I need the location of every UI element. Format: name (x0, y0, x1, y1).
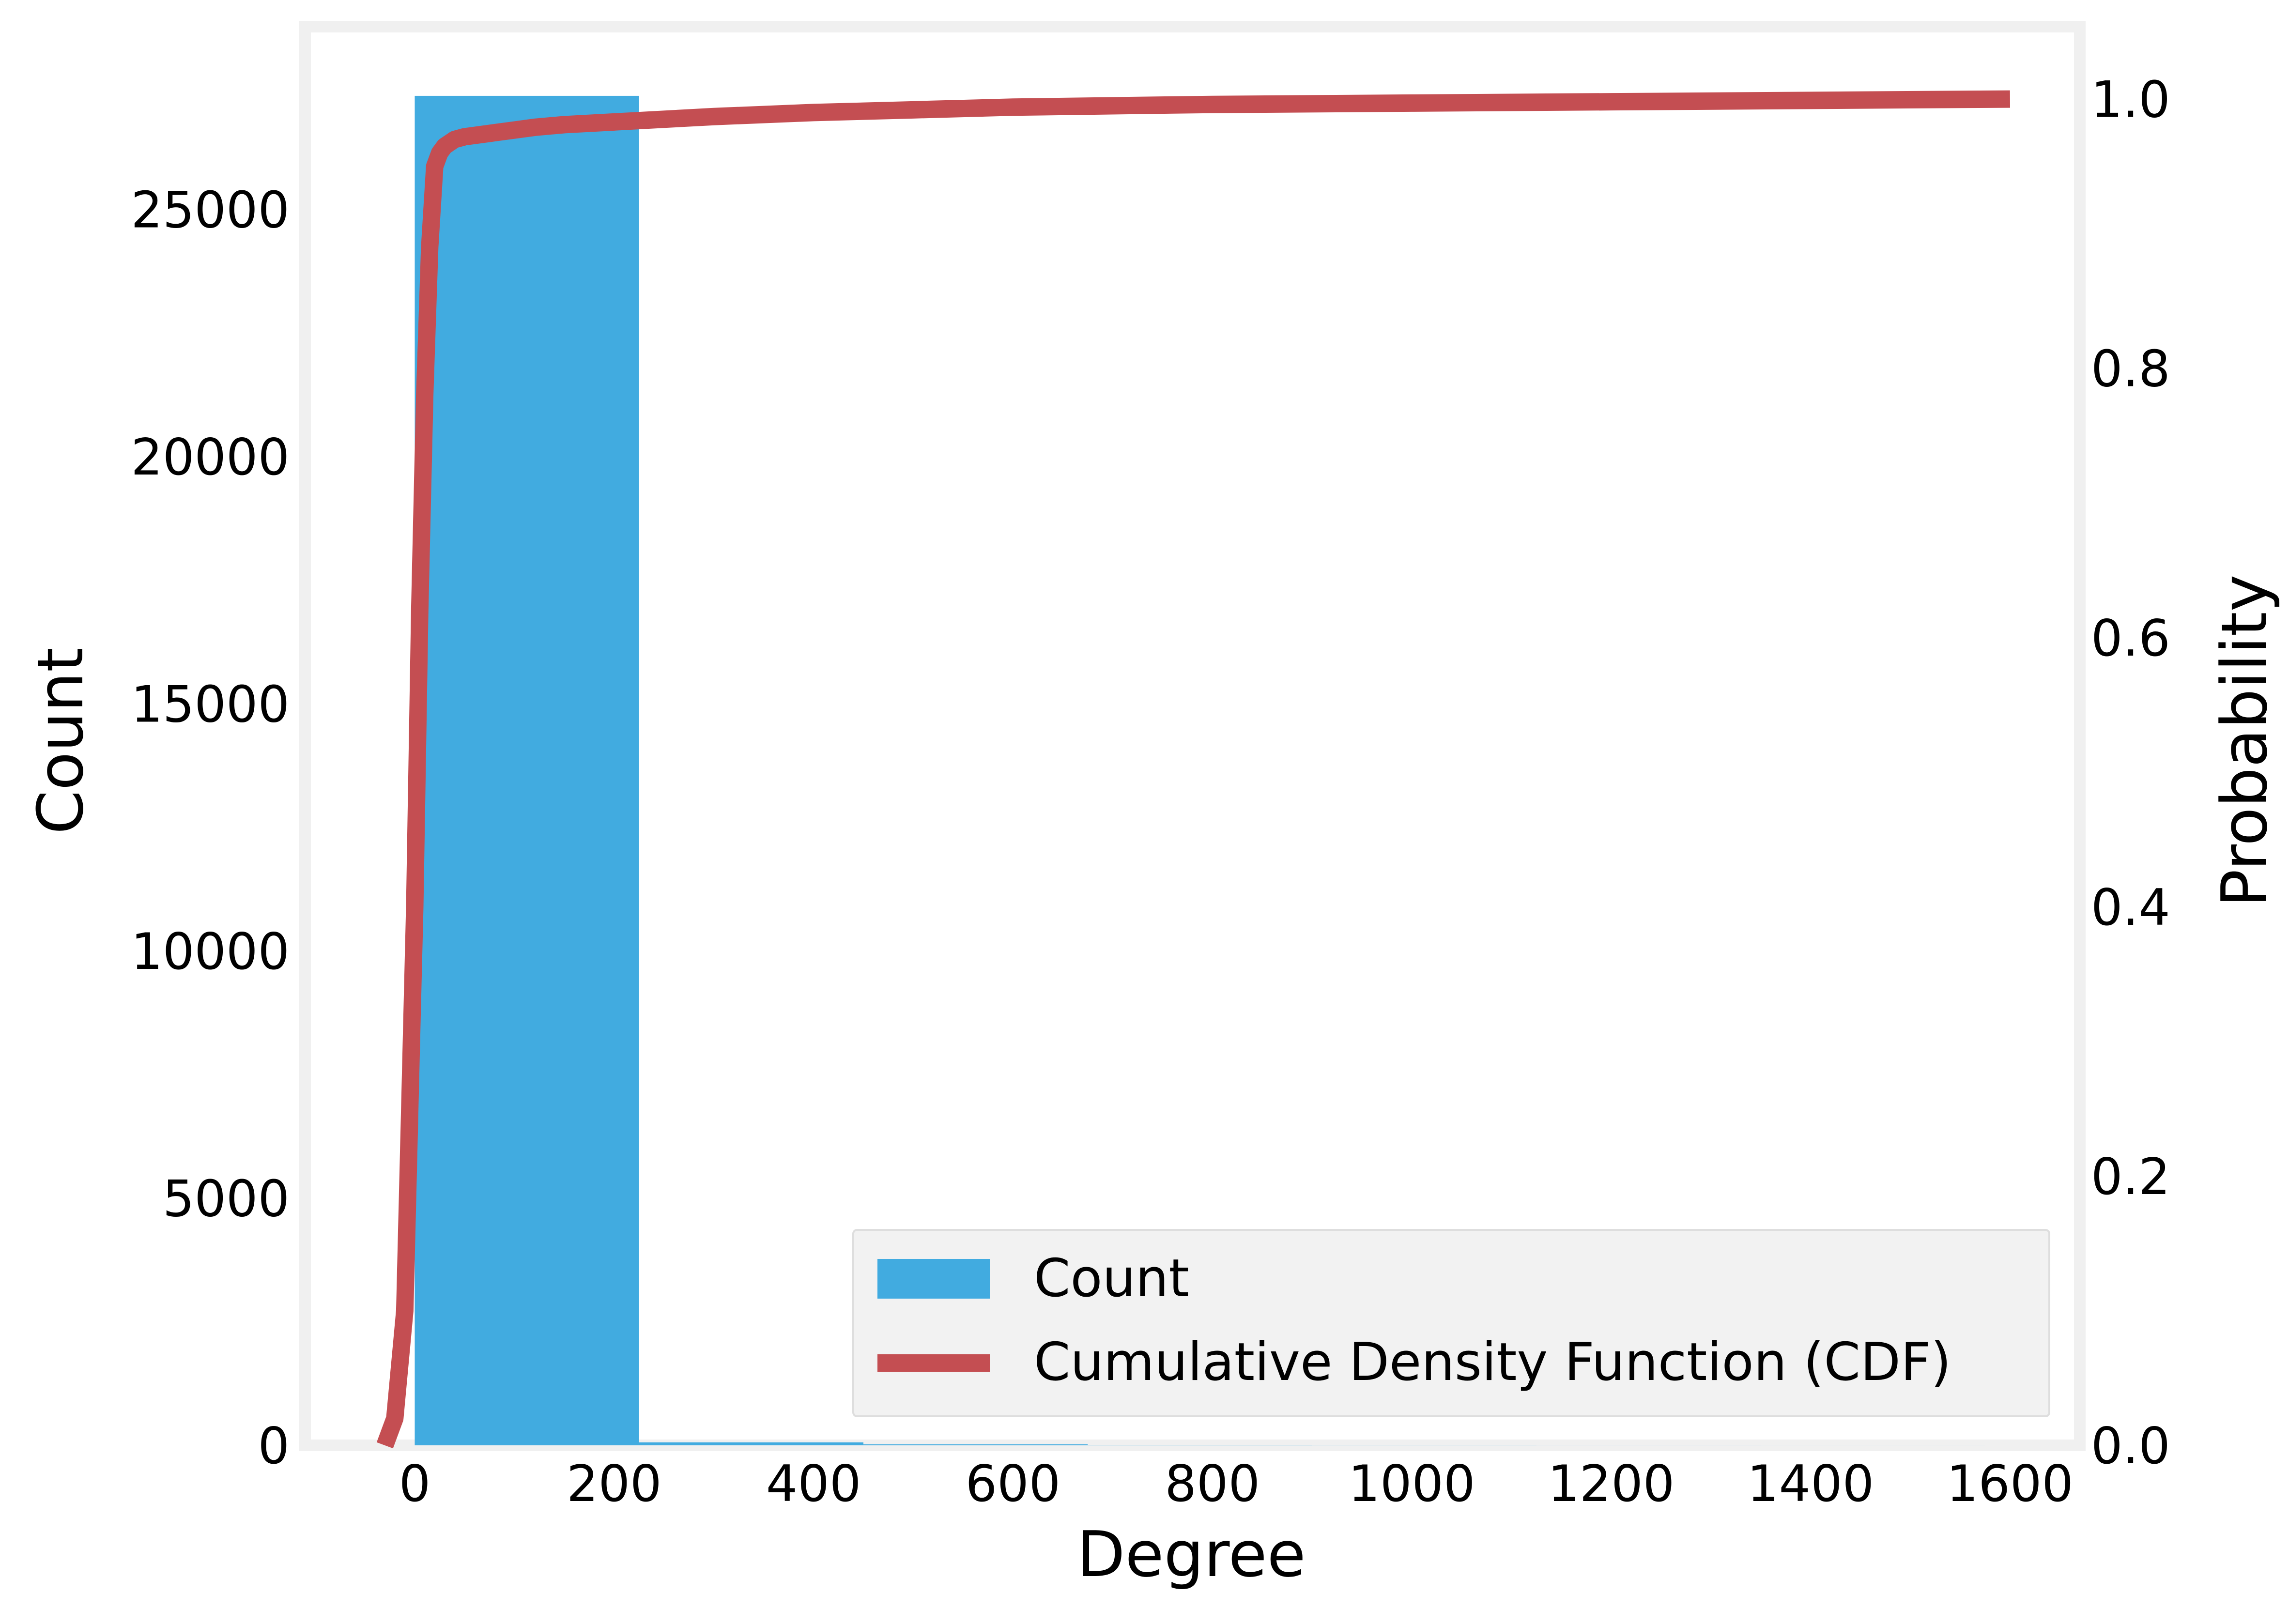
y-tick-label-10000: 10000 (131, 923, 290, 981)
x-tick-label-1000: 1000 (1348, 1455, 1475, 1513)
x-tick-label-800: 800 (1165, 1455, 1260, 1513)
histogram-bar-2 (863, 1444, 1088, 1445)
legend-label-count: Count (1034, 1248, 1189, 1309)
y-axis-title: Count (24, 647, 97, 834)
y2-tick-label-0.4: 0.4 (2091, 879, 2170, 937)
y-tick-label-25000: 25000 (131, 182, 290, 240)
y2-tick-label-0.6: 0.6 (2091, 610, 2170, 668)
histogram-bar-1 (639, 1442, 863, 1445)
y-tick-label-15000: 15000 (131, 676, 290, 734)
histogram-bar-0 (415, 96, 639, 1445)
x-tick-label-0: 0 (399, 1455, 431, 1513)
y2-axis-title: Probability (2208, 574, 2281, 907)
x-tick-label-1400: 1400 (1747, 1455, 1874, 1513)
x-tick-labels: 0 200 400 600 800 1000 1200 1400 1600 (399, 1455, 2074, 1513)
y-tick-label-5000: 5000 (163, 1170, 290, 1228)
x-tick-label-200: 200 (567, 1455, 662, 1513)
y-tick-label-20000: 20000 (131, 429, 290, 487)
x-tick-label-400: 400 (766, 1455, 861, 1513)
y2-tick-label-0.0: 0.0 (2091, 1417, 2170, 1475)
legend: Count Cumulative Density Function (CDF) (853, 1230, 2049, 1416)
x-tick-label-1600: 1600 (1947, 1455, 2074, 1513)
y2-tick-label-1.0: 1.0 (2091, 71, 2170, 129)
y-tick-label-0: 0 (258, 1417, 290, 1475)
x-tick-label-1200: 1200 (1548, 1455, 1675, 1513)
legend-swatch-count (877, 1259, 990, 1299)
x-axis-title: Degree (1076, 1517, 1306, 1591)
y2-tick-label-0.2: 0.2 (2091, 1148, 2170, 1206)
x-tick-label-600: 600 (966, 1455, 1061, 1513)
legend-label-cdf: Cumulative Density Function (CDF) (1034, 1332, 1951, 1393)
y2-tick-label-0.8: 0.8 (2091, 340, 2170, 398)
